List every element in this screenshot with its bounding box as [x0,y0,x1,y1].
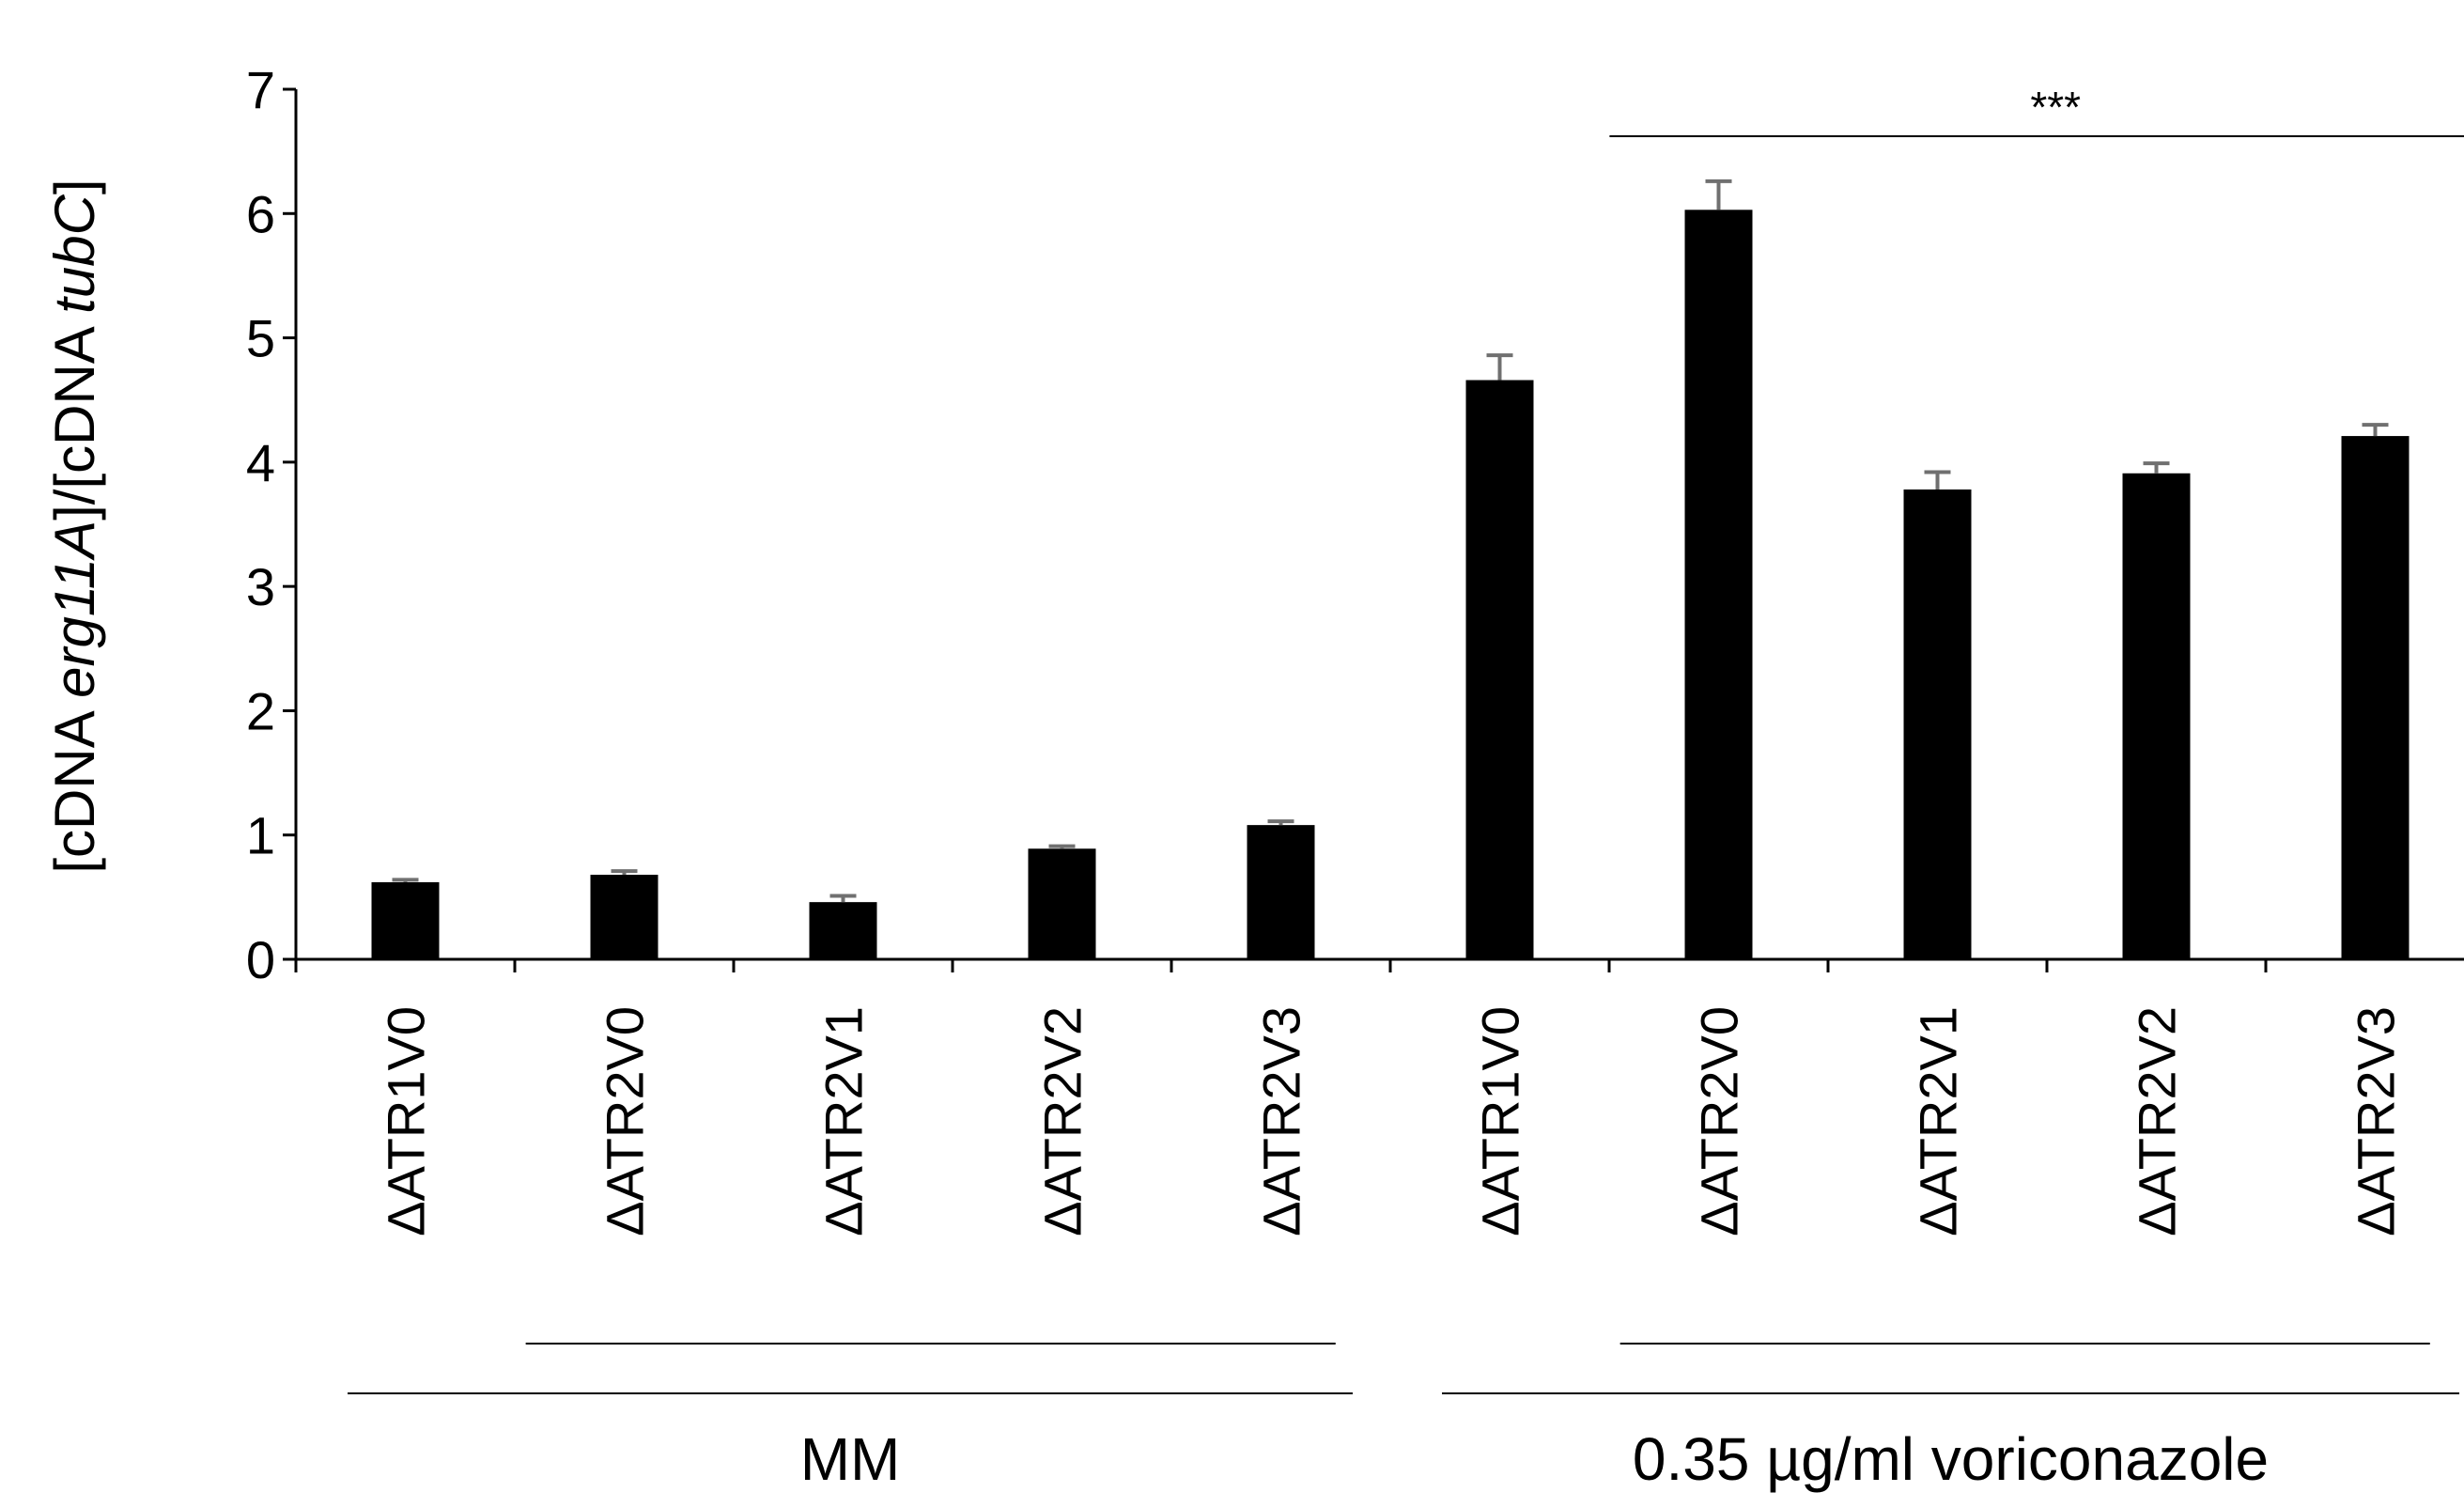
y-axis-label-part: ] [43,179,106,194]
bar [1465,380,1534,959]
y-axis-label-part: erg11A [43,521,106,698]
bar [590,875,659,959]
group-label: MM [800,1425,901,1493]
y-tick-label: 0 [246,930,275,989]
y-axis-label-part: [cDNA [43,698,106,874]
y-tick-label: 5 [246,309,275,368]
bar [1903,489,1972,959]
bar [371,881,440,959]
y-tick-label: 6 [246,184,275,243]
x-category-label: ΔATR2V0 [1690,1006,1749,1236]
x-category-label: ΔATR2V2 [2128,1006,2187,1236]
x-category-label: ΔATR2V3 [2347,1006,2406,1236]
bar [1247,825,1315,959]
y-tick-label: 4 [246,433,275,492]
x-category-label: ΔATR2V3 [1252,1006,1311,1236]
y-tick-label: 3 [246,557,275,616]
bar [809,902,877,959]
x-category-label: ΔATR1V0 [1471,1006,1530,1236]
y-axis-label: [cDNA erg11A]/[cDNA tubC] [43,179,106,873]
y-tick-label: 2 [246,681,275,740]
bar [2341,436,2410,959]
y-tick-label: 1 [246,806,275,865]
y-tick-label: 7 [246,60,275,119]
x-category-label: ΔATR2V2 [1033,1006,1093,1236]
group-label: 0.35 µg/ml voriconazole [1633,1425,2269,1493]
x-category-label: ΔATR1V0 [377,1006,436,1236]
bar [1684,210,1753,959]
plot-area: 0 1 2 3 4 5 6 7 ΔATR1V0 ΔATR2V0 ΔATR2V1 ΔATR2V2 ΔATR… [246,60,2464,1493]
x-category-label: ΔATR2V0 [596,1006,655,1236]
bar [1028,848,1096,959]
x-category-label: ΔATR2V1 [814,1006,874,1236]
significance-label: *** [2030,83,2081,132]
x-category-label: ΔATR2V1 [1909,1006,1968,1236]
y-axis-label-part: tubC [43,194,106,313]
bar [2122,473,2191,960]
y-axis-label-part: ]/[cDNA [43,314,106,521]
